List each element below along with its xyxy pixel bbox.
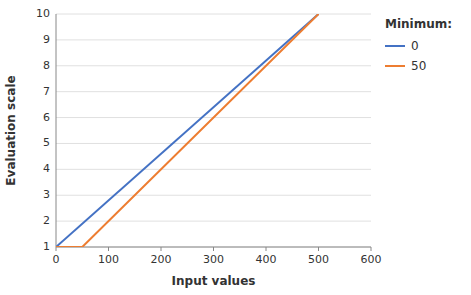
y-tick-label: 10	[36, 7, 50, 20]
y-axis-label: Evaluation scale	[4, 75, 18, 185]
x-tick	[56, 247, 57, 251]
chart-container: 123456789100100200300400500600Input valu…	[0, 0, 471, 295]
legend-swatch	[385, 65, 405, 67]
chart: 123456789100100200300400500600Input valu…	[0, 0, 471, 295]
x-tick	[161, 247, 162, 251]
x-tick-label: 100	[98, 253, 119, 266]
x-tick-label: 600	[361, 253, 382, 266]
grid	[56, 14, 371, 247]
x-tick-label: 500	[308, 253, 329, 266]
legend-label: 50	[411, 59, 426, 73]
y-tick-label: 1	[43, 240, 50, 253]
y-tick-label: 6	[43, 111, 50, 124]
grid-line	[56, 65, 371, 66]
x-tick	[108, 247, 109, 251]
x-axis-label: Input values	[172, 274, 256, 288]
y-tick-label: 4	[43, 162, 50, 175]
x-tick	[318, 247, 319, 251]
y-tick-label: 9	[43, 33, 50, 46]
grid-line	[56, 91, 371, 92]
legend-swatch	[385, 45, 405, 47]
x-tick-label: 200	[151, 253, 172, 266]
legend-title: Minimum:	[385, 17, 452, 31]
grid-line	[56, 169, 371, 170]
line-series	[56, 14, 319, 247]
y-tick-label: 8	[43, 59, 50, 72]
line-series	[56, 14, 319, 247]
x-axis-line	[56, 247, 371, 248]
grid-line	[56, 195, 371, 196]
y-axis-line	[56, 14, 57, 247]
x-tick-label: 400	[256, 253, 277, 266]
grid-line	[56, 247, 371, 248]
y-tick-label: 2	[43, 214, 50, 227]
grid-line	[56, 39, 371, 40]
x-tick-label: 0	[53, 253, 60, 266]
lines	[56, 14, 319, 247]
grid-line	[56, 14, 371, 15]
x-tick-label: 300	[203, 253, 224, 266]
legend-label: 0	[411, 39, 419, 53]
y-tick-label: 7	[43, 85, 50, 98]
grid-line	[56, 143, 371, 144]
x-tick	[213, 247, 214, 251]
x-tick	[266, 247, 267, 251]
legend: Minimum: 0 50	[385, 17, 452, 73]
y-tick-label: 5	[43, 136, 50, 149]
grid-line	[56, 221, 371, 222]
x-tick	[371, 247, 372, 251]
y-tick-label: 3	[43, 188, 50, 201]
